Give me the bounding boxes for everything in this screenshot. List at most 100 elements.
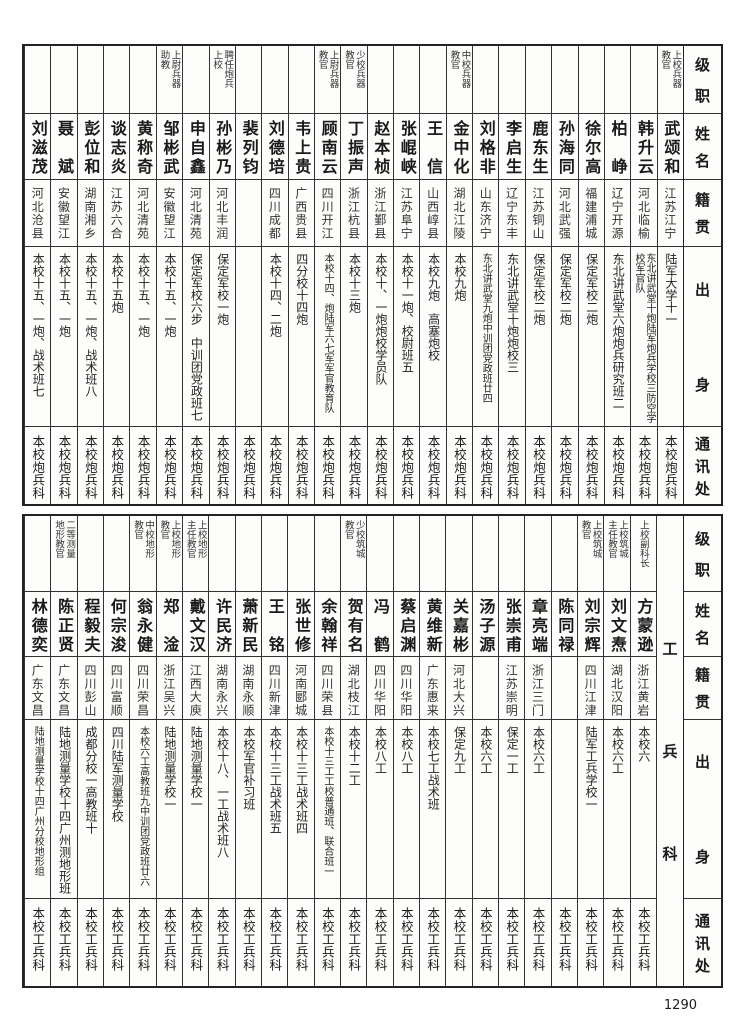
address-text: 本校工兵科: [161, 907, 177, 971]
education-cell: 四川陆军测量学校: [104, 720, 130, 899]
origin-text: 山西崞县: [425, 187, 440, 239]
education-cell: 本校九炮 高塞炮校: [420, 247, 446, 427]
name-cell: 韦上贵: [288, 114, 314, 180]
rank-cell: [420, 516, 446, 592]
address-text: 本校工兵科: [56, 907, 72, 971]
name-text: 翁永健: [134, 598, 154, 652]
education-text: 本校十五、一炮: [136, 253, 151, 337]
origin-text: 河北清苑: [135, 187, 150, 239]
rank-text: 上校兵器 教官: [659, 50, 682, 88]
person-column: 少校兵器 教官 丁振声 浙江杭县 本校十三炮 本校炮兵科: [340, 46, 367, 504]
address-text: 本校炮兵科: [478, 435, 494, 499]
name-cell: 郑淦: [156, 592, 183, 657]
person-column: 许民济 湖南永兴 本校十八、一工战术班八 本校工兵科: [208, 516, 235, 986]
rank-cell: [262, 516, 288, 592]
name-cell: 鹿东生: [525, 114, 552, 180]
name-cell: 何宗浚: [104, 592, 130, 657]
origin-text: 湖北江陵: [451, 187, 466, 239]
rank-text: 上尉兵器 助教: [158, 50, 181, 88]
person-column: 中校兵器 教官 金中化 湖北江陵 本校九炮 本校炮兵科: [445, 46, 473, 504]
origin-text: 河北临榆: [636, 187, 651, 239]
person-column: 申自鑫 河北清苑 保定军校六步 中训团党政班七 本校炮兵科: [182, 46, 209, 504]
origin-cell: 湖南永兴: [209, 657, 235, 720]
name-cell: 余翰祥: [314, 592, 341, 657]
origin-cell: 河北清苑: [183, 180, 209, 247]
name-cell: 蔡启渊: [393, 592, 420, 657]
origin-cell: 河北丰润: [209, 180, 235, 247]
address-cell: 本校炮兵科: [210, 427, 235, 504]
name-text: 方蒙逊: [634, 598, 654, 652]
education-cell: 东北讲武堂十炮陆军炮兵学校三防空学校军官队: [631, 247, 657, 427]
education-text: 陆军工兵学校一: [584, 726, 599, 810]
origin-cell: 福建浦城: [578, 180, 604, 247]
name-text: 余翰祥: [318, 598, 338, 652]
name-cell: 柏峥: [604, 114, 631, 180]
person-column: 章亮端 浙江三门 本校六工 本校工兵科: [524, 516, 551, 986]
education-text: 本校十五、一炮: [57, 253, 72, 337]
address-text: 本校炮兵科: [214, 435, 230, 499]
origin-cell: 四川成都: [262, 180, 288, 247]
origin-text: 辽宁开源: [610, 187, 625, 239]
address-cell: 本校炮兵科: [262, 427, 287, 504]
name-text: 陈正贤: [55, 598, 75, 652]
address-cell: 本校炮兵科: [78, 427, 103, 504]
name-cell: 韩升云: [631, 114, 657, 180]
education-text: 保定军校二炮: [584, 253, 599, 325]
name-text: 林德奕: [28, 598, 48, 652]
name-cell: 林德奕: [25, 592, 51, 657]
name-cell: 程毅夫: [77, 592, 104, 657]
header-cell: 姓名: [684, 114, 721, 180]
origin-cell: 浙江黄岩: [630, 657, 656, 720]
person-column: 张世修 河南郾城 本校十三工战术班四 本校工兵科: [287, 516, 314, 986]
name-text: 戴文汉: [186, 598, 206, 652]
person-column: 彭位和 湖南湘乡 本校十五、一炮、战术班八 本校炮兵科: [76, 46, 104, 504]
rank-cell: [314, 516, 341, 592]
origin-cell: 四川华阳: [393, 657, 420, 720]
person-column: 中校地形 教官 翁永健 四川荣昌 本校六工高教班九中训团党政班廿六 本校工兵科: [129, 516, 156, 986]
person-column: 刘格非 山东济宁 东北讲武堂九炮中训团党政班廿四 本校炮兵科: [472, 46, 499, 504]
education-text: 本校八工: [399, 726, 414, 774]
person-column: 二等测量 地形教官 陈正贤 广东文昌 陆地测量学校十四广州测地形班 本校工兵科: [50, 516, 77, 986]
name-cell: 金中化: [446, 114, 473, 180]
name-cell: 黄称奇: [130, 114, 156, 180]
origin-cell: 河北清苑: [130, 180, 156, 247]
origin-cell: 浙江鄞县: [367, 180, 394, 247]
address-cell: 本校炮兵科: [25, 427, 50, 504]
education-cell: [551, 720, 578, 899]
education-cell: 本校十二工: [341, 720, 367, 899]
origin-cell: 河北武强: [552, 180, 578, 247]
name-text: 王信: [424, 120, 444, 174]
person-column: 裴列钧 本校炮兵科: [234, 46, 262, 504]
education-cell: 东北讲武堂六炮炮兵研究班二: [604, 247, 631, 427]
origin-cell: 四川富顺: [104, 657, 130, 720]
origin-text: 河南郾城: [293, 664, 308, 716]
address-cell: 本校工兵科: [341, 899, 366, 986]
education-text: 保定军校二炮: [558, 253, 573, 325]
education-text: 本校七工战术班: [426, 726, 441, 810]
address-text: 本校炮兵科: [320, 435, 336, 499]
rank-cell: 上尉兵器 助教: [156, 46, 183, 114]
rank-cell: 少校兵器 教官: [341, 46, 367, 114]
education-text: 本校十五、一炮、战术班七: [31, 253, 46, 397]
name-text: 汤子源: [476, 598, 496, 652]
education-cell: 本校十三炮: [341, 247, 367, 427]
name-cell: 黄维新: [420, 592, 446, 657]
address-cell: 本校工兵科: [367, 899, 392, 986]
address-text: 本校炮兵科: [135, 435, 151, 499]
rank-cell: [367, 46, 394, 114]
address-text: 本校工兵科: [609, 907, 625, 971]
education-cell: 本校六工高教班九中训团党政班廿六: [130, 720, 156, 899]
department-label: 工兵科: [660, 641, 679, 861]
education-text: 保定九工: [452, 726, 467, 774]
person-column: 张崐峡 江苏阜宁 本校十一炮、校尉班五 本校炮兵科: [393, 46, 420, 504]
person-column: 黄维新 广东惠来 本校七工战术班 本校工兵科: [419, 516, 446, 986]
address-cell: 本校工兵科: [394, 899, 419, 986]
origin-cell: 四川彭山: [77, 657, 104, 720]
origin-text: 浙江黄岩: [635, 664, 650, 716]
education-text: 本校十八、一工战术班八: [215, 726, 230, 858]
name-text: 彭位和: [81, 120, 101, 174]
education-cell: 陆地测量学校十四广州分校地形组: [25, 720, 51, 899]
address-text: 本校工兵科: [188, 907, 204, 971]
education-cell: 东北讲武堂九炮中训团党政班廿四: [473, 247, 499, 427]
education-cell: 本校八工: [367, 720, 393, 899]
